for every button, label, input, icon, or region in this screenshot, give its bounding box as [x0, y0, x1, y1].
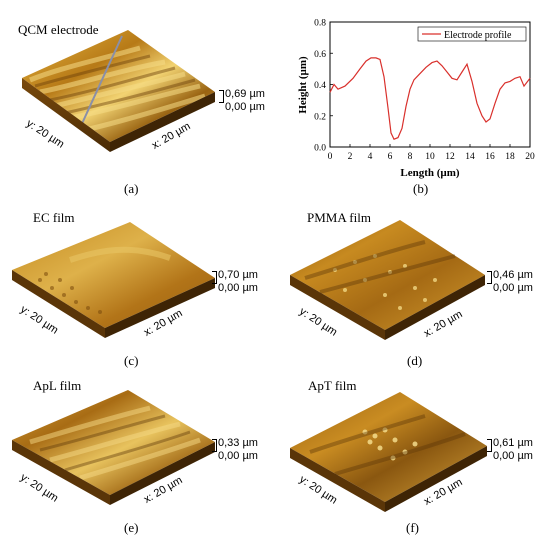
y-tick-label: 0.6 — [314, 50, 326, 60]
x-tick-label: 8 — [408, 152, 413, 162]
z-max-label: 0,46 µm — [493, 269, 533, 281]
panel-d: PMMA film 0,46 µm 0,00 µm y: 20 µm x: 20… — [275, 200, 550, 370]
z-max-label: 0,61 µm — [493, 437, 533, 449]
z-max-label: 0,69 µm — [225, 88, 265, 100]
y-tick-label: 0.8 — [314, 19, 326, 29]
z-max-label: 0,33 µm — [218, 437, 258, 449]
x-tick-label: 2 — [348, 152, 353, 162]
afm-surface-e — [12, 390, 215, 505]
x-tick-label: 0 — [328, 152, 333, 162]
panel-b: 0 2 4 6 8 10 12 14 16 18 20 0.0 0.2 0.4 0.6 0.8 Electro… — [275, 0, 550, 200]
panel-d-title: PMMA film — [307, 210, 371, 225]
z-scale-a: 0,69 µm 0,00 µm — [219, 88, 265, 114]
x-tick-label: 14 — [465, 152, 475, 162]
afm-surface-f — [290, 392, 487, 512]
x-tick-label: 20 — [525, 152, 535, 162]
panel-a-title: QCM electrode — [18, 22, 99, 37]
surface-grains — [362, 427, 418, 461]
panel-f-title: ApT film — [308, 378, 357, 393]
z-scale-bar — [212, 271, 217, 284]
z-scale-d: 0,46 µm 0,00 µm — [487, 269, 533, 295]
z-min-label: 0,00 µm — [225, 101, 265, 113]
series-line — [329, 57, 531, 140]
y-axis-title: Height (µm) — [297, 56, 309, 114]
z-scale-bar — [219, 90, 224, 103]
panel-c-title: EC film — [33, 210, 75, 225]
z-min-label: 0,00 µm — [218, 450, 258, 462]
surface-pits — [38, 272, 102, 314]
caption-c: (c) — [124, 353, 139, 368]
line-chart: 0 2 4 6 8 10 12 14 16 18 20 0.0 0.2 0.4 0.6 0.8 Electro… — [297, 19, 535, 180]
y-tick-label: 0.4 — [314, 81, 326, 91]
z-scale-bar — [487, 271, 492, 284]
panel-c: EC film 0,70 µm 0,00 µm y: 20 µm x: 20 µ… — [0, 200, 270, 370]
panel-a: QCM electrode 0,69 µm 0,00 µm y: 20 µm x… — [0, 0, 270, 200]
legend-label: Electrode profile — [444, 30, 512, 41]
z-scale-bar — [212, 439, 217, 452]
x-tick-label: 16 — [485, 152, 495, 162]
z-scale-c: 0,70 µm 0,00 µm — [212, 269, 258, 295]
y-tick-label: 0.0 — [314, 144, 326, 154]
caption-e: (e) — [124, 520, 139, 535]
panel-f: ApT film 0,61 µm 0,00 µm y: 20 µm x: 20 … — [275, 370, 550, 541]
x-tick-label: 18 — [505, 152, 515, 162]
z-scale-e: 0,33 µm 0,00 µm — [212, 437, 258, 463]
z-min-label: 0,00 µm — [493, 450, 533, 462]
afm-surface-c — [12, 222, 215, 338]
x-tick-label: 4 — [368, 152, 373, 162]
x-axis-title: Length (µm) — [400, 167, 460, 179]
z-max-label: 0,70 µm — [218, 269, 258, 281]
legend-box — [417, 26, 527, 42]
surface-grains — [333, 254, 437, 310]
caption-f: (f) — [406, 520, 419, 535]
x-tick-label: 12 — [445, 152, 455, 162]
caption-b: (b) — [413, 181, 429, 196]
panel-e: ApL film 0,33 µm 0,00 µm y: 20 µm x: 20 … — [0, 370, 270, 541]
z-scale-f: 0,61 µm 0,00 µm — [487, 437, 533, 463]
caption-d: (d) — [407, 353, 423, 368]
z-min-label: 0,00 µm — [218, 282, 258, 294]
x-tick-label: 10 — [425, 152, 435, 162]
z-min-label: 0,00 µm — [493, 282, 533, 294]
x-tick-label: 6 — [388, 152, 393, 162]
z-scale-bar — [487, 439, 492, 452]
y-tick-label: 0.2 — [314, 112, 326, 122]
afm-surface-d — [290, 220, 485, 340]
panel-e-title: ApL film — [33, 378, 82, 393]
afm-surface-a — [22, 30, 215, 152]
caption-a: (a) — [124, 181, 139, 196]
